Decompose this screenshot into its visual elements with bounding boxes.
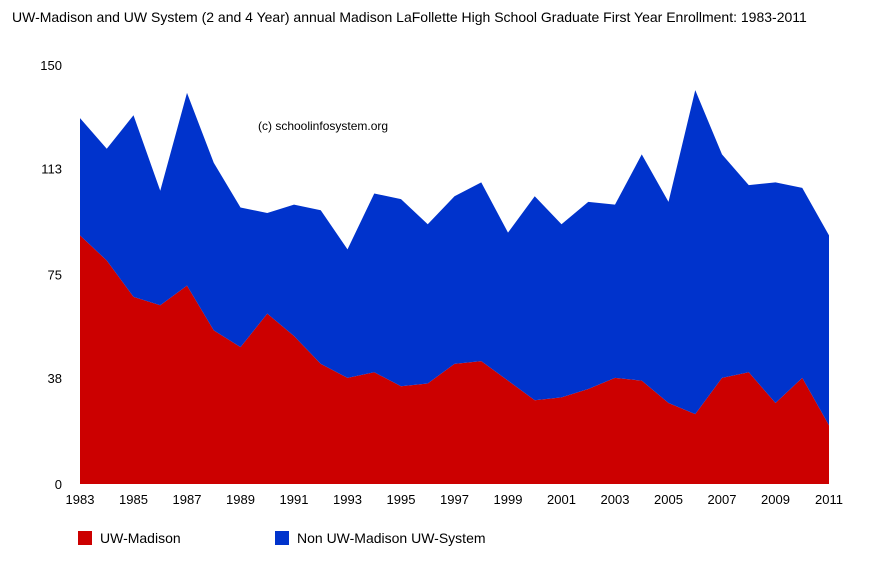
chart-axes: 0 38 75 113 150 1983 1985 1987 1989 1991 1993 1995 1… — [40, 58, 843, 507]
y-tick-label: 0 — [55, 477, 62, 492]
x-tick-label: 1999 — [494, 492, 523, 507]
y-tick-label: 75 — [48, 268, 62, 283]
area-series-non-uw-madison — [80, 90, 829, 426]
y-tick-label: 150 — [40, 58, 62, 73]
y-tick-label: 113 — [41, 161, 62, 176]
x-tick-label: 1987 — [173, 492, 202, 507]
x-tick-label: 1995 — [387, 492, 416, 507]
area-series-uw-madison — [80, 235, 829, 484]
y-tick-label: 38 — [48, 371, 62, 386]
legend-item-non-uw-madison: Non UW-Madison UW-System — [275, 530, 486, 546]
legend-label-uw-madison: UW-Madison — [100, 530, 181, 546]
legend-swatch-non-uw-madison — [275, 531, 289, 545]
x-tick-label: 2001 — [547, 492, 576, 507]
chart-title: UW-Madison and UW System (2 and 4 Year) … — [12, 9, 807, 25]
copyright-annotation: (c) schoolinfosystem.org — [258, 119, 389, 133]
x-tick-label: 2009 — [761, 492, 790, 507]
x-tick-label: 2003 — [601, 492, 630, 507]
x-tick-label: 1991 — [280, 492, 309, 507]
legend-item-uw-madison: UW-Madison — [78, 530, 181, 546]
legend-swatch-uw-madison — [78, 531, 92, 545]
x-tick-label: 1993 — [333, 492, 362, 507]
x-tick-label: 2007 — [708, 492, 737, 507]
chart-areas — [80, 90, 829, 484]
x-tick-label: 1983 — [66, 492, 95, 507]
x-tick-label: 2011 — [815, 492, 843, 507]
x-tick-label: 1997 — [440, 492, 469, 507]
x-tick-label: 2005 — [654, 492, 683, 507]
x-tick-label: 1989 — [226, 492, 255, 507]
legend-label-non-uw-madison: Non UW-Madison UW-System — [297, 530, 486, 546]
x-tick-label: 1985 — [119, 492, 148, 507]
